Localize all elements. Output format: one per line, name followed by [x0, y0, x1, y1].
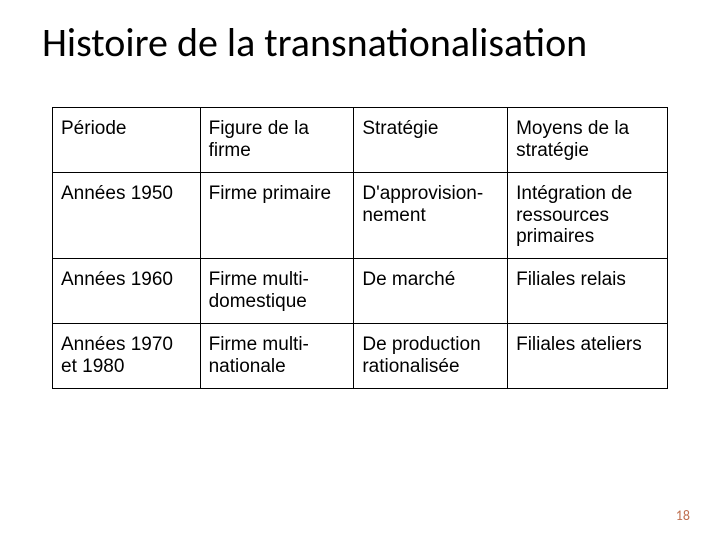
cell: De marché — [354, 259, 508, 324]
history-table: Période Figure de la firme Stratégie Moy… — [52, 107, 668, 389]
cell: Filiales relais — [508, 259, 668, 324]
cell: Intégration de ressources primaires — [508, 172, 668, 259]
cell: Années 1950 — [53, 172, 201, 259]
cell: D'approvision-nement — [354, 172, 508, 259]
header-cell: Période — [53, 108, 201, 173]
header-cell: Moyens de la stratégie — [508, 108, 668, 173]
table-header-row: Période Figure de la firme Stratégie Moy… — [53, 108, 668, 173]
cell: Années 1970 et 1980 — [53, 323, 201, 388]
cell: Firme multi-nationale — [200, 323, 354, 388]
cell: Firme multi-domestique — [200, 259, 354, 324]
cell: De production rationalisée — [354, 323, 508, 388]
page-number: 18 — [676, 507, 690, 524]
table-container: Période Figure de la firme Stratégie Moy… — [0, 67, 720, 389]
cell: Filiales ateliers — [508, 323, 668, 388]
cell: Firme primaire — [200, 172, 354, 259]
table-row: Années 1960 Firme multi-domestique De ma… — [53, 259, 668, 324]
header-cell: Stratégie — [354, 108, 508, 173]
table-row: Années 1950 Firme primaire D'approvision… — [53, 172, 668, 259]
header-cell: Figure de la firme — [200, 108, 354, 173]
page-title: Histoire de la transnationalisation — [0, 0, 720, 67]
table-row: Années 1970 et 1980 Firme multi-national… — [53, 323, 668, 388]
cell: Années 1960 — [53, 259, 201, 324]
